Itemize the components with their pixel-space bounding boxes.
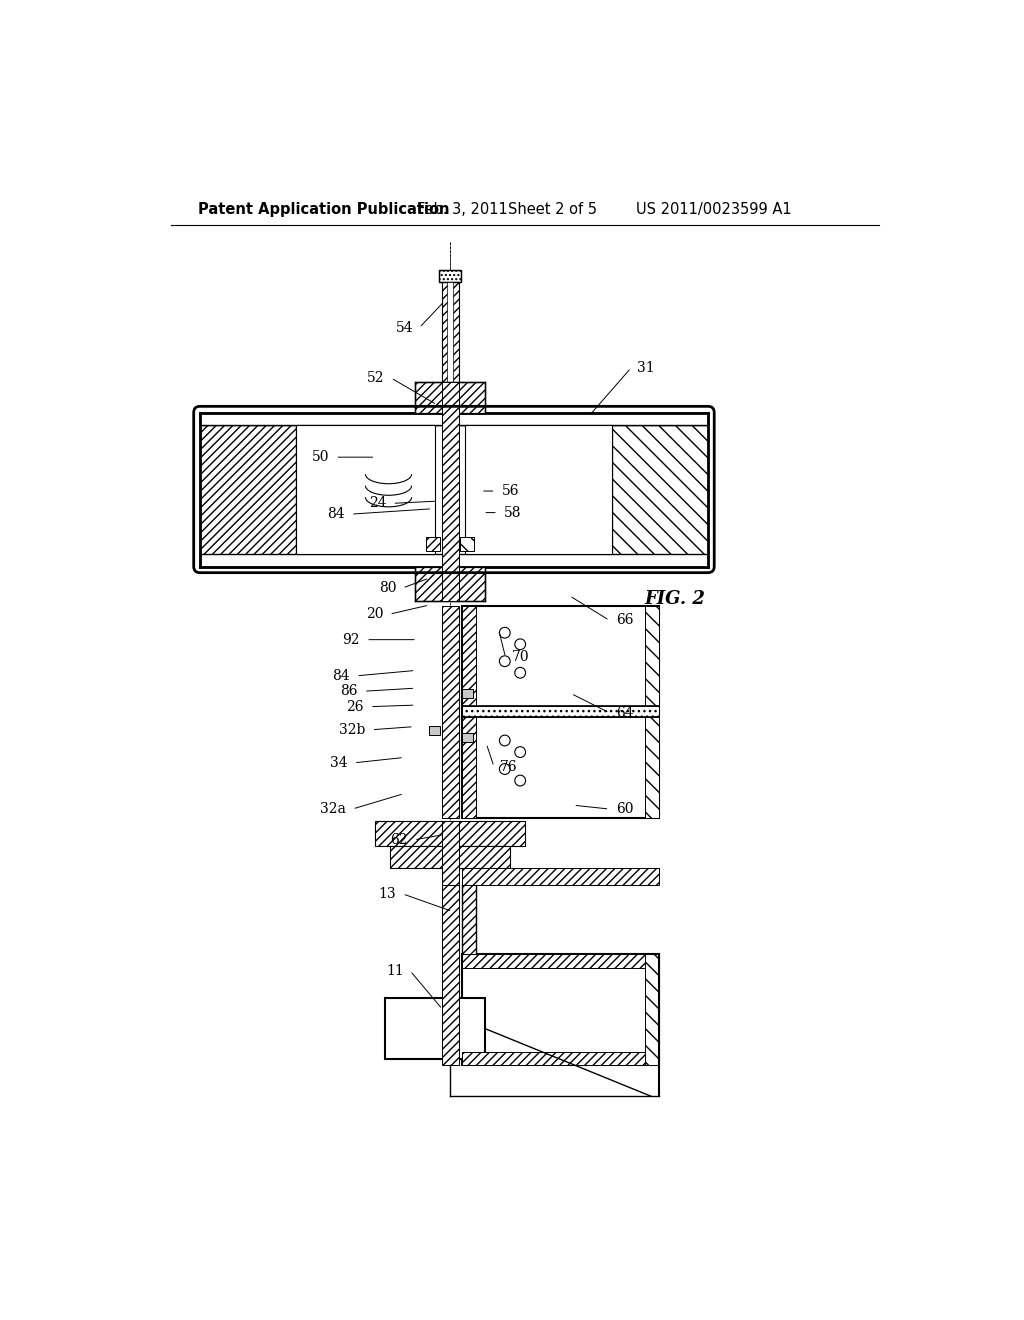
Text: 62: 62 [390,833,408,847]
Bar [416,566,484,601]
Bar [447,281,454,409]
Text: 31: 31 [637,360,654,375]
Bar [200,412,708,425]
Bar [375,821,525,846]
Bar [200,412,708,425]
Text: 50: 50 [311,450,330,465]
Bar [390,846,510,867]
Circle shape [515,747,525,758]
Text: 56: 56 [502,484,519,498]
Bar [465,425,611,554]
Text: 13: 13 [379,887,396,900]
Bar [441,884,459,1065]
Text: 84: 84 [333,669,350,682]
Circle shape [500,627,510,638]
Bar [463,884,476,954]
Bar [200,412,296,566]
Text: US 2011/0023599 A1: US 2011/0023599 A1 [636,202,792,218]
Text: 32b: 32b [339,723,366,737]
Bar [463,706,658,718]
Text: 66: 66 [615,614,633,627]
Text: 32a: 32a [321,803,346,816]
Circle shape [515,775,525,785]
Bar [611,412,708,566]
Circle shape [515,639,525,649]
Bar [426,537,440,552]
Text: 34: 34 [330,756,348,770]
Bar [645,606,658,817]
Text: 11: 11 [386,964,403,978]
Bar [460,537,474,552]
Text: 24: 24 [369,496,386,511]
Bar [463,1052,658,1065]
Bar [463,733,473,742]
Text: FIG. 2: FIG. 2 [645,590,706,607]
Bar [463,606,658,817]
Text: 60: 60 [615,803,633,816]
Circle shape [500,763,510,775]
Bar [645,954,658,1065]
Text: 76: 76 [500,760,518,774]
Bar [296,425,435,554]
Text: 26: 26 [346,700,364,714]
Bar [463,954,658,968]
Text: 54: 54 [395,321,413,335]
Bar [441,281,459,409]
Bar [441,381,459,601]
Text: 86: 86 [340,684,357,698]
Text: 80: 80 [379,581,396,595]
Text: 52: 52 [368,371,385,385]
Bar [463,689,473,698]
Text: 20: 20 [366,607,383,622]
Text: 64: 64 [615,706,633,719]
Bar [463,606,476,817]
Text: 92: 92 [342,632,360,647]
Bar [429,726,440,735]
Circle shape [515,668,525,678]
Text: Sheet 2 of 5: Sheet 2 of 5 [508,202,597,218]
Text: 58: 58 [504,506,521,520]
Bar [200,554,708,566]
Bar [416,381,484,412]
Text: Patent Application Publication: Patent Application Publication [199,202,450,218]
Text: 70: 70 [512,651,529,664]
Bar [439,271,461,281]
Bar [441,821,459,884]
Bar [385,998,484,1059]
Bar [463,867,658,884]
Bar [200,412,708,425]
Bar [463,954,658,1065]
Bar [439,271,461,281]
Bar [441,606,459,817]
Circle shape [500,656,510,667]
Text: 84: 84 [327,507,345,521]
Circle shape [500,735,510,746]
Text: Feb. 3, 2011: Feb. 3, 2011 [417,202,508,218]
